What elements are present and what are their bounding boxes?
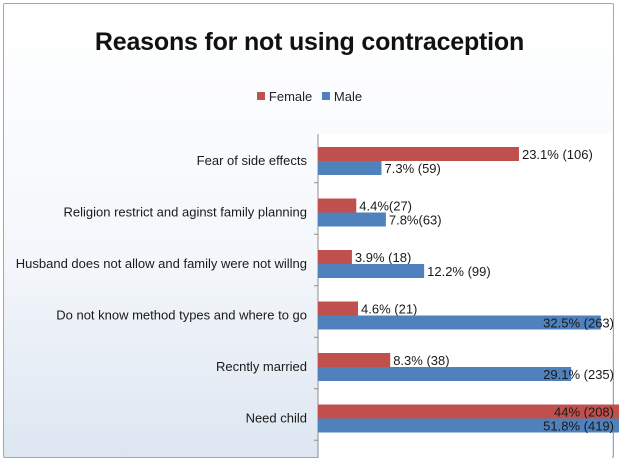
- legend-item-female: Female: [256, 88, 313, 104]
- data-label-female: 4.6% (21): [361, 302, 417, 317]
- legend-label-male: Male: [333, 88, 363, 104]
- data-label-male: 7.3% (59): [385, 161, 441, 176]
- chart-title: Reasons for not using contraception: [94, 28, 525, 56]
- bar-female: [318, 353, 391, 367]
- data-label-male: 7.8%(63): [389, 213, 442, 228]
- bar-male: [318, 264, 425, 278]
- data-label-female: 4.4%(27): [359, 199, 412, 214]
- legend-swatch-female: [256, 92, 265, 100]
- data-label-male: 12.2% (99): [427, 264, 491, 279]
- bar-female: [318, 250, 352, 264]
- category-label: Do not know method types and where to go: [56, 308, 307, 323]
- legend-swatch-male: [321, 92, 330, 100]
- chart-legend: Female Male: [0, 88, 619, 104]
- category-label: Religion restrict and aginst family plan…: [63, 205, 307, 220]
- bar-male: [318, 367, 572, 381]
- category-label: Need child: [246, 411, 307, 426]
- bar-male: [318, 315, 601, 330]
- bar-female: [318, 301, 359, 316]
- bar-male: [318, 212, 386, 227]
- data-label-female: 8.3% (38): [393, 353, 449, 368]
- data-label-female: 23.1% (106): [522, 147, 593, 162]
- category-label: Fear of side effects: [197, 153, 308, 168]
- data-label-female: 44% (208): [554, 405, 614, 420]
- data-label-male: 29.1% (235): [543, 367, 614, 382]
- bar-female: [318, 198, 357, 213]
- bar-male: [318, 161, 382, 175]
- legend-label-female: Female: [268, 88, 313, 104]
- bar-male: [318, 418, 619, 433]
- bar-female: [318, 404, 619, 419]
- bar-female: [318, 147, 519, 161]
- data-label-female: 3.9% (18): [355, 250, 411, 265]
- data-label-male: 32.5% (263): [543, 316, 614, 331]
- data-label-male: 51.8% (419): [543, 419, 614, 434]
- category-label: Husband does not allow and family were n…: [16, 256, 307, 271]
- category-label: Recntly married: [216, 359, 307, 374]
- legend-item-male: Male: [321, 88, 363, 104]
